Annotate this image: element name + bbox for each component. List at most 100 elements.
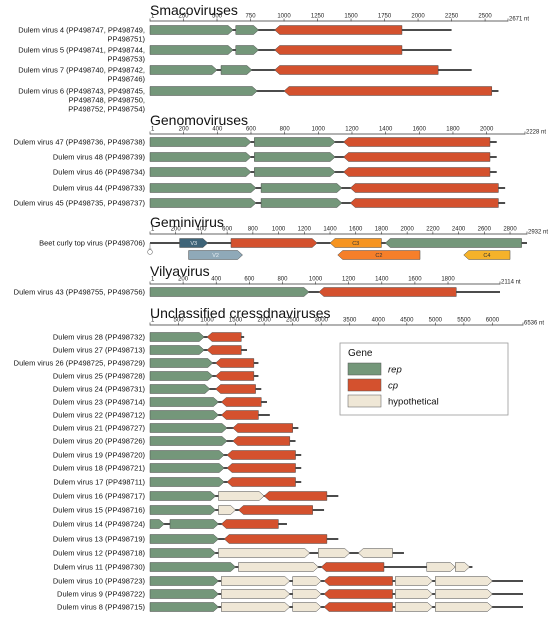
gene-rep (220, 65, 253, 75)
gene-hypothetical (318, 548, 351, 558)
gene-hypothetical (218, 548, 311, 558)
tick-label: 1200 (345, 127, 359, 133)
gene-rep (149, 167, 252, 177)
genome-label: Dulem virus 22 (PP498712) (53, 411, 146, 420)
genome-row: Dulem virus 5 (PP498741, PP498744,PP4987… (18, 45, 452, 64)
gene-cp (274, 65, 439, 75)
genome-row: Dulem virus 6 (PP498743, PP498745,PP4987… (18, 86, 499, 114)
gene-hypothetical (426, 562, 456, 572)
gene-rep (149, 287, 310, 297)
nt-axis: 1 200 400 600 800 1000 1200 1400 1600 1800 2114 nt (149, 277, 521, 286)
genome-label: Dulem virus 16 (PP498717) (53, 492, 146, 501)
gene-cp (343, 167, 491, 177)
tick-label: 1 (151, 277, 155, 283)
genome-label: Dulem virus 24 (PP498731) (53, 385, 146, 394)
gene-hypothetical (395, 602, 433, 612)
genome-label: Dulem virus 26 (PP498725, PP498729) (14, 359, 146, 368)
genome-row: Dulem virus 47 (PP498736, PP498738) (14, 137, 497, 147)
gene-cp (206, 345, 242, 355)
gene-cp (283, 86, 493, 96)
gene-rep (149, 534, 219, 544)
tick-label: 1500 (344, 14, 358, 20)
tick-label: 1000 (200, 318, 214, 324)
gene-hypothetical (218, 505, 236, 515)
tick-label: 1250 (311, 14, 325, 20)
tick-label: 200 (171, 227, 182, 233)
tick-label: 400 (212, 127, 223, 133)
gene-rep (149, 477, 225, 487)
gene-rep (235, 25, 259, 35)
gene-rep (149, 152, 252, 162)
gene-cp (215, 358, 255, 368)
genome-label: Dulem virus 28 (PP498732) (53, 333, 146, 342)
gene-cp (215, 371, 255, 381)
tick-label: 400 (211, 277, 222, 283)
tick-label: 400 (196, 227, 207, 233)
genome-label: Dulem virus 5 (PP498741, PP498744, (18, 46, 145, 55)
tick-label: 1000 (277, 14, 291, 20)
gene-hypothetical (455, 562, 470, 572)
tick-label: 750 (246, 14, 257, 20)
legend-label-rep: rep (388, 365, 402, 376)
tick-label: 2000 (400, 227, 414, 233)
gene-name-label: C3 (352, 241, 359, 247)
axis-max-label: 6536 nt (524, 321, 544, 327)
gene-rep (149, 358, 214, 368)
tick-label: 2400 (452, 227, 466, 233)
genome-row: Dulem virus 20 (PP498726) (53, 436, 296, 446)
gene-cp (263, 491, 328, 501)
section-title: Unclassified cressdnaviruses (150, 305, 331, 321)
gene-cp (323, 576, 393, 586)
gene-rep (169, 519, 219, 529)
gene-hypothetical (435, 589, 493, 599)
gene-rep (149, 384, 211, 394)
tick-label: 2800 (503, 227, 517, 233)
genome-row: Dulem virus 12 (PP498718) (53, 548, 404, 558)
genome-row: Dulem virus 10 (PP498723) (53, 576, 523, 586)
genome-row: Dulem virus 9 (PP498722) (57, 589, 523, 599)
tick-label: 2500 (286, 318, 300, 324)
tick-label: 800 (248, 227, 259, 233)
gene-cp (226, 477, 296, 487)
genome-label: Dulem virus 21 (PP498727) (53, 424, 146, 433)
nt-axis: 1 200 400 600 800 1000 1200 1400 1600 1800 2000 220… (149, 227, 548, 236)
genome-row: Dulem virus 26 (PP498725, PP498729) (14, 358, 259, 368)
tick-label: 800 (280, 127, 291, 133)
genome-row: Dulem virus 8 (PP498715) (57, 602, 523, 612)
genome-label: PP498746) (107, 75, 145, 84)
tick-label: 200 (179, 127, 190, 133)
gene-rep (149, 198, 257, 208)
genome-row: Dulem virus 28 (PP498732) (53, 332, 245, 342)
section-title: Vilyavirus (150, 263, 210, 279)
genome-row: Dulem virus 14 (PP498724) (53, 519, 287, 529)
gene-cp (323, 589, 393, 599)
gene-cp (220, 519, 279, 529)
genome-row: Dulem virus 18 (PP498721) (53, 463, 302, 473)
gene-rep (149, 519, 165, 529)
gene-hypothetical (238, 562, 319, 572)
genome-label: Dulem virus 11 (PP498730) (53, 563, 145, 572)
tick-label: 1200 (298, 227, 312, 233)
gene-rep (149, 410, 219, 420)
genome-label: Dulem virus 15 (PP498716) (53, 506, 146, 515)
gene-rep (149, 345, 205, 355)
gene-rep (254, 152, 336, 162)
gene-rep (254, 137, 336, 147)
gene-cp (220, 397, 262, 407)
gene-cp (206, 332, 242, 342)
legend-label-cp: cp (388, 381, 398, 392)
gene-cp (226, 463, 296, 473)
gene-name-label: V2 (212, 253, 219, 259)
section-title: Geminivirus (150, 214, 224, 230)
genome-row: Dulem virus 17 (PP498711) (53, 477, 302, 487)
gene-rep (149, 589, 219, 599)
tick-label: 500 (174, 318, 185, 324)
genome-label: Dulem virus 10 (PP498723) (53, 577, 146, 586)
legend-swatch-hypothetical (347, 394, 382, 408)
tick-label: 6000 (486, 318, 500, 324)
gene-hypothetical (221, 589, 291, 599)
section-title: Genomoviruses (150, 112, 248, 128)
